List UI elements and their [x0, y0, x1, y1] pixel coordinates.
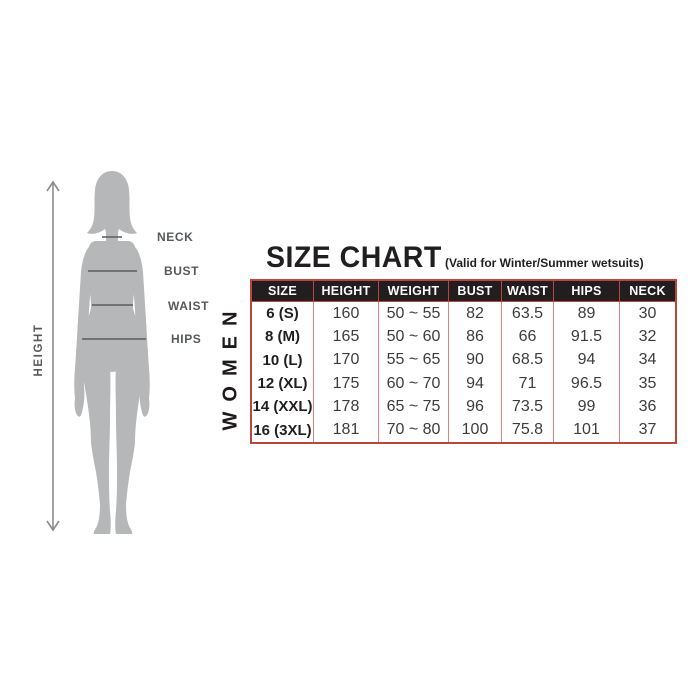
- label-bust: BUST: [164, 264, 200, 278]
- height-arrow: [46, 180, 60, 532]
- label-hips: HIPS: [171, 332, 202, 346]
- table-cell: 99: [554, 395, 620, 419]
- table-cell: 37: [638, 421, 657, 439]
- table-cell: 165: [314, 325, 379, 349]
- left-leg-shape: [82, 348, 111, 534]
- table-cell: 89: [554, 302, 620, 326]
- table-cell: 63.5: [502, 302, 554, 326]
- table-cell: 50 ~ 55: [379, 302, 449, 326]
- table-cell: 75.8: [502, 418, 554, 442]
- table-cell: 73.5: [502, 395, 554, 419]
- table-cell: 66: [502, 325, 554, 349]
- column-header-size: SIZE: [252, 281, 314, 302]
- right-arm-shape: [132, 248, 150, 417]
- table-cell: 55 ~ 65: [379, 348, 449, 372]
- size-cell: 6 (S): [252, 302, 314, 326]
- women-vertical-label: WOMEN: [219, 301, 242, 431]
- table-cell: 35: [638, 374, 657, 392]
- chart-title: SIZE CHART: [266, 241, 442, 274]
- table-cell: 96.5: [554, 372, 620, 396]
- column-header-hips: HIPS: [554, 281, 620, 302]
- table-cell: 65 ~ 75: [379, 395, 449, 419]
- column-header-neck: NECK: [620, 281, 675, 302]
- table-cell: 50 ~ 60: [379, 325, 449, 349]
- table-cell: 60 ~ 70: [379, 372, 449, 396]
- table-cell: 101: [554, 418, 620, 442]
- table-cell: 71: [502, 372, 554, 396]
- table-cell: 91.5: [554, 325, 620, 349]
- column-header-weight: WEIGHT: [379, 281, 449, 302]
- head-hair-shape: [87, 171, 137, 236]
- table-cell: 94: [449, 372, 502, 396]
- table-cell: 86: [449, 325, 502, 349]
- column-header-waist: WAIST: [502, 281, 554, 302]
- label-waist: WAIST: [168, 299, 209, 313]
- table-cell: 70 ~ 80: [379, 418, 449, 442]
- label-neck: NECK: [157, 230, 194, 244]
- table-cell: 68.5: [502, 348, 554, 372]
- table-cell: 175: [314, 372, 379, 396]
- size-cell: 8 (M): [252, 325, 314, 349]
- column-header-bust: BUST: [449, 281, 502, 302]
- size-cell: 12 (XL): [252, 372, 314, 396]
- size-table: SIZE HEIGHT WEIGHT BUST WAIST HIPS NECK 6 (S) 16…: [250, 279, 677, 444]
- column-header-height: HEIGHT: [314, 281, 379, 302]
- left-arm-shape: [74, 248, 92, 417]
- height-label: HEIGHT: [33, 323, 45, 377]
- table-cell: 36: [638, 397, 657, 415]
- right-leg-shape: [115, 348, 144, 534]
- female-silhouette: [46, 171, 150, 534]
- table-cell: 181: [314, 418, 379, 442]
- table-cell: 30: [638, 304, 657, 322]
- table-cell: 178: [314, 395, 379, 419]
- neck-shape: [106, 229, 118, 243]
- table-cell: 32: [638, 327, 657, 345]
- size-cell: 16 (3XL): [252, 418, 314, 442]
- chart-header: SIZE CHART (Valid for Winter/Summer wets…: [266, 243, 644, 273]
- size-cell: 10 (L): [252, 348, 314, 372]
- chart-subtitle: (Valid for Winter/Summer wetsuits): [445, 256, 644, 270]
- table-cell: 170: [314, 348, 379, 372]
- table-cell: 160: [314, 302, 379, 326]
- table-cell: 100: [449, 418, 502, 442]
- table-cell: 90: [449, 348, 502, 372]
- table-cell: 82: [449, 302, 502, 326]
- table-cell: 94: [554, 348, 620, 372]
- table-cell: 34: [638, 351, 657, 369]
- size-cell: 14 (XXL): [252, 395, 314, 419]
- table-cell: 96: [449, 395, 502, 419]
